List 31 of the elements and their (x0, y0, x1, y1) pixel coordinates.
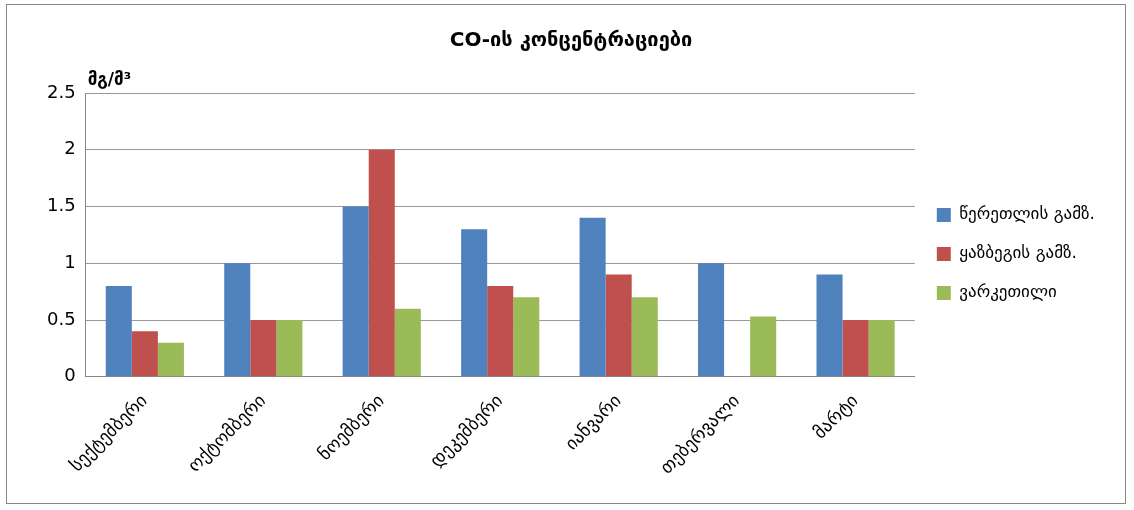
bar (487, 285, 514, 377)
bar (698, 263, 725, 377)
bar (631, 297, 658, 377)
bar (461, 229, 488, 377)
bar (224, 263, 251, 377)
bar (750, 316, 777, 377)
bar (579, 217, 606, 377)
y-tick-label: 0 (64, 364, 76, 386)
bar (868, 320, 895, 377)
bar (131, 331, 158, 377)
bar (842, 320, 869, 377)
y-tick-label: 1 (64, 250, 76, 272)
y-tick-label: 2.5 (46, 80, 76, 102)
bar (605, 274, 632, 377)
y-tick-label: 1.5 (46, 194, 76, 216)
bar (276, 320, 303, 377)
bar (105, 285, 132, 377)
y-tick-label: 0.5 (46, 307, 76, 329)
y-axis-title: მგ/მ³ (87, 68, 132, 89)
bar (342, 206, 369, 377)
bar (250, 320, 277, 377)
bar (513, 297, 540, 377)
bar (816, 274, 843, 377)
bar (394, 308, 421, 377)
y-tick-label: 2 (64, 137, 76, 159)
chart-title: CO-ის კონცენტრაციები (449, 27, 693, 52)
legend-label: წერეთლის გამზ. (959, 203, 1096, 224)
legend-label: ყაზბეგის გამზ. (959, 242, 1077, 263)
bar (368, 149, 395, 377)
legend-label: ვარკეთილი (959, 281, 1057, 302)
bar (157, 342, 184, 377)
